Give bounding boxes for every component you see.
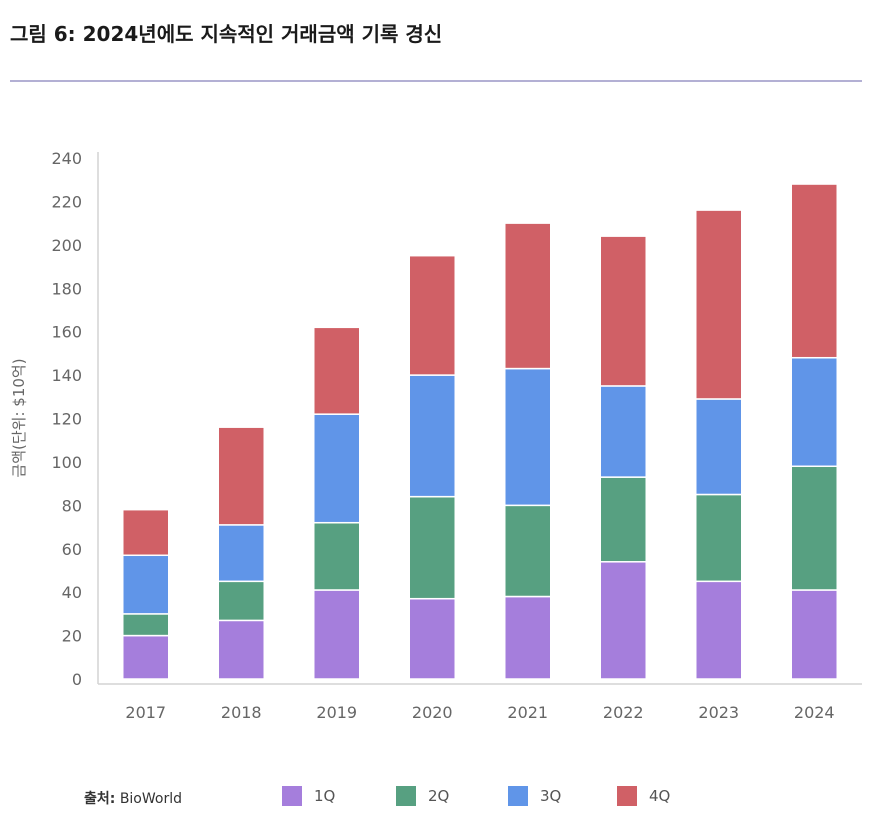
bar-2019-1Q	[313, 589, 361, 680]
legend-label: 1Q	[314, 787, 336, 805]
legend-label: 3Q	[540, 787, 562, 805]
bar-2018-3Q	[217, 524, 265, 583]
bar-2023-3Q	[695, 398, 743, 496]
y-tick-label: 100	[51, 453, 82, 472]
bar-2022-4Q	[599, 235, 647, 387]
y-tick-label: 140	[51, 366, 82, 385]
bar-2020-4Q	[408, 254, 456, 376]
x-tick-label: 2023	[698, 703, 739, 722]
bar-2024-2Q	[790, 465, 838, 591]
bar-2024-1Q	[790, 589, 838, 680]
bar-2021-1Q	[504, 595, 552, 680]
bar-2019-2Q	[313, 521, 361, 591]
bar-2017-2Q	[122, 613, 170, 637]
y-tick-label: 120	[51, 410, 82, 429]
x-tick-label: 2021	[507, 703, 548, 722]
bar-2019-4Q	[313, 326, 361, 415]
x-tick-label: 2017	[125, 703, 166, 722]
legend-swatch	[508, 786, 528, 806]
bar-2020-1Q	[408, 597, 456, 680]
legend-item-1Q: 1Q	[282, 786, 335, 806]
y-tick-label: 20	[62, 627, 82, 646]
bar-2018-2Q	[217, 580, 265, 622]
bar-2021-4Q	[504, 222, 552, 370]
legend-label: 4Q	[649, 787, 671, 805]
bar-2023-4Q	[695, 209, 743, 400]
title-divider	[10, 80, 862, 82]
x-tick-label: 2022	[603, 703, 644, 722]
bar-2022-1Q	[599, 561, 647, 680]
x-axis: 2017 2018 2019 2020 2021 2022 2023 2024	[98, 683, 862, 722]
y-tick-label: 40	[62, 583, 82, 602]
legend-swatch	[282, 786, 302, 806]
legend-swatch	[617, 786, 637, 806]
bar-2020-2Q	[408, 495, 456, 600]
legend-swatch	[396, 786, 416, 806]
bar-2021-3Q	[504, 367, 552, 507]
bar-2017-4Q	[122, 508, 170, 557]
bar-2023-1Q	[695, 580, 743, 680]
bar-2023-2Q	[695, 493, 743, 583]
y-tick-label: 200	[51, 236, 82, 255]
y-tick-label: 240	[51, 149, 82, 168]
y-axis: 0 20 40 60 80 100 120 140 160 180 200 220 240	[51, 149, 99, 689]
chart-title: 그림 6: 2024년에도 지속적인 거래금액 기록 경신	[10, 22, 443, 46]
bars	[122, 183, 838, 680]
legend-item-4Q: 4Q	[617, 786, 670, 806]
bar-2017-3Q	[122, 554, 170, 615]
source-label: 출처:	[84, 791, 116, 807]
bar-2018-4Q	[217, 426, 265, 526]
legend-item-2Q: 2Q	[396, 786, 449, 806]
y-tick-label: 0	[72, 670, 82, 689]
bar-2020-3Q	[408, 374, 456, 498]
y-tick-label: 180	[51, 279, 82, 298]
bar-2018-1Q	[217, 619, 265, 680]
x-tick-label: 2020	[412, 703, 453, 722]
source-note: 출처: BioWorld	[84, 788, 182, 808]
bar-2024-3Q	[790, 356, 838, 468]
y-tick-label: 220	[51, 192, 82, 211]
bar-2022-2Q	[599, 476, 647, 563]
source-name: BioWorld	[119, 791, 182, 807]
y-axis-label: 금액(단위: $10억)	[10, 358, 28, 477]
legend-item-3Q: 3Q	[508, 786, 561, 806]
y-tick-label: 60	[62, 540, 82, 559]
x-tick-label: 2019	[316, 703, 357, 722]
x-tick-label: 2018	[221, 703, 262, 722]
bar-2021-2Q	[504, 504, 552, 598]
bar-2019-3Q	[313, 413, 361, 524]
bar-2024-4Q	[790, 183, 838, 359]
bar-2022-3Q	[599, 385, 647, 478]
legend-label: 2Q	[428, 787, 450, 805]
bar-2017-1Q	[122, 634, 170, 680]
y-tick-label: 160	[51, 323, 82, 342]
y-tick-label: 80	[62, 496, 82, 515]
x-tick-label: 2024	[794, 703, 835, 722]
